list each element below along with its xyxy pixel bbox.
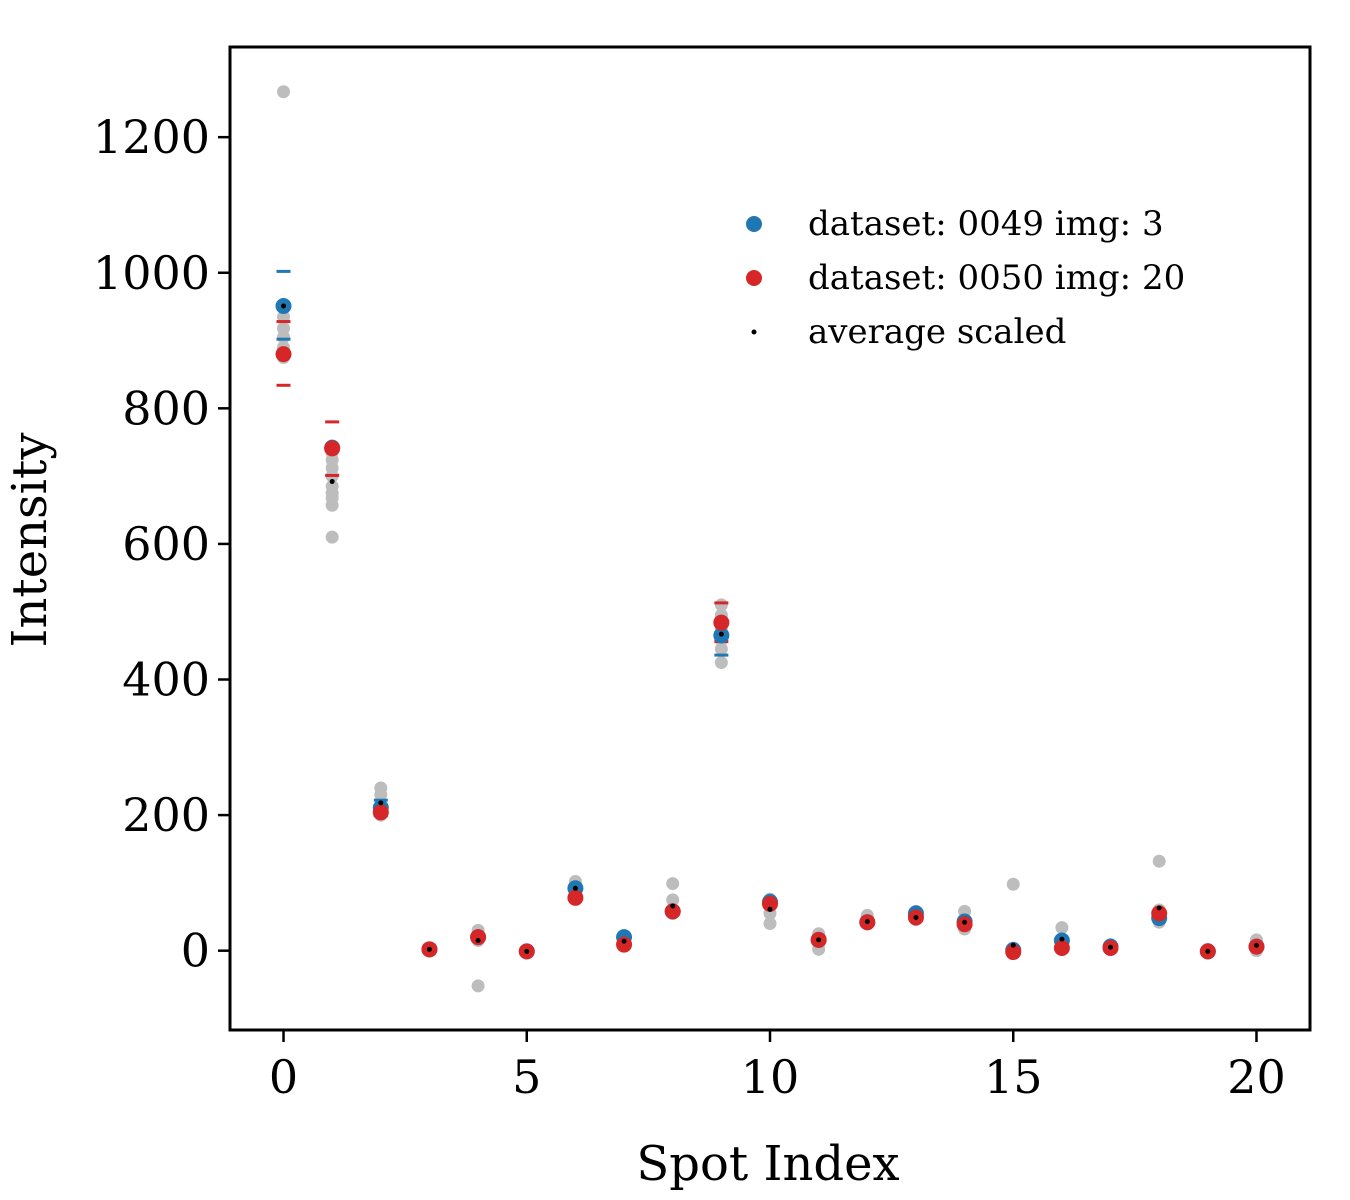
plot-frame: [228, 45, 1312, 1032]
legend-dataset-0050-marker: [746, 270, 762, 286]
average-scaled-point: [1205, 948, 1211, 954]
average-scaled-point: [1253, 942, 1259, 948]
average-scaled-point: [1010, 942, 1016, 948]
sample-point: [714, 656, 728, 670]
dataset-0050-point: [1151, 905, 1168, 922]
legend-dataset-0049-label: dataset: 0049 img: 3: [808, 204, 1164, 244]
average-scaled-point: [864, 919, 870, 925]
x-axis-label: Spot Index: [636, 1136, 899, 1192]
average-scaled-point: [913, 914, 919, 920]
average-scaled-point: [524, 948, 530, 954]
average-scaled-point: [1156, 905, 1162, 911]
sample-point: [1152, 854, 1166, 868]
y-tick-label: 1000: [93, 246, 210, 300]
dataset-0050-point: [470, 929, 487, 946]
sample-point: [325, 498, 339, 512]
dataset-0050-point: [664, 903, 681, 920]
sample-point: [763, 917, 777, 931]
dataset-0050-point: [1053, 939, 1070, 956]
dataset-0050-point: [567, 889, 584, 906]
x-tick-label: 20: [1227, 1050, 1286, 1104]
y-tick-label: 400: [122, 653, 210, 707]
x-tick-label: 15: [984, 1050, 1043, 1104]
legend-dataset-0050-label: dataset: 0050 img: 20: [808, 258, 1185, 298]
average-scaled-point: [378, 800, 384, 806]
legend: dataset: 0049 img: 3 dataset: 0050 img: 2…: [746, 204, 1185, 352]
average-scaled-point: [1059, 936, 1065, 942]
dataset-0050-point: [713, 614, 730, 631]
y-tick-label: 1200: [93, 110, 210, 164]
x-tick-label: 0: [269, 1050, 298, 1104]
y-tick-label: 800: [122, 381, 210, 435]
sample-point: [374, 788, 388, 802]
average-scaled-point: [426, 946, 432, 952]
y-tick-label: 0: [181, 924, 210, 978]
y-axis-label: Intensity: [2, 433, 58, 648]
x-tick-label: 10: [741, 1050, 800, 1104]
dataset-0050-point: [324, 440, 341, 457]
legend-average-scaled-label: average scaled: [808, 312, 1066, 352]
average-scaled-point: [621, 938, 627, 944]
y-axis: 0 200 400 600 800 1000 1200: [93, 110, 230, 978]
sample-point: [1006, 877, 1020, 891]
sample-point: [471, 979, 485, 993]
average-scaled-point: [718, 631, 724, 637]
average-scaled-point: [670, 903, 676, 909]
legend-average-scaled-marker: [751, 329, 757, 335]
legend-dataset-0049-marker: [746, 216, 762, 232]
x-axis: 0 5 10 15 20: [269, 1030, 1286, 1104]
average-scaled-point: [816, 937, 822, 943]
average-scaled-point: [962, 919, 968, 925]
y-tick-label: 600: [122, 517, 210, 571]
sample-point: [1055, 921, 1069, 935]
data-marks: [275, 85, 1265, 993]
average-scaled-point: [767, 906, 773, 912]
sample-point: [277, 85, 291, 99]
average-scaled-point: [329, 479, 335, 485]
dataset-0050-point: [275, 346, 292, 363]
dataset-0050-point: [1005, 944, 1022, 961]
dataset-0050-point: [762, 895, 778, 912]
y-tick-label: 200: [122, 788, 210, 842]
average-scaled-point: [572, 885, 578, 891]
dataset-0050-point: [372, 804, 389, 821]
sample-point: [325, 530, 339, 544]
dataset-0050-point: [616, 936, 633, 953]
average-scaled-point: [475, 938, 481, 944]
sample-point: [666, 893, 680, 907]
average-scaled-point: [1108, 944, 1114, 950]
sample-point: [714, 642, 728, 656]
sample-point: [666, 877, 680, 891]
average-scaled-point: [281, 303, 287, 309]
x-tick-label: 5: [512, 1050, 541, 1104]
